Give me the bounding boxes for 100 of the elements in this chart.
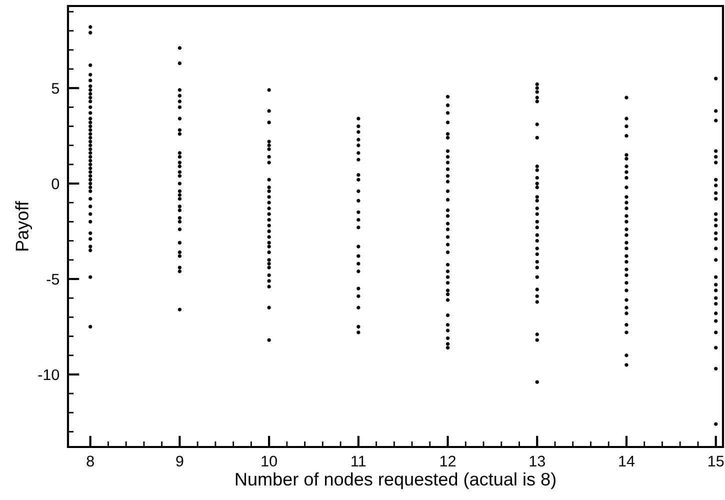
point [88, 178, 92, 182]
point [535, 226, 539, 230]
point [267, 218, 271, 222]
point [88, 72, 92, 77]
point [714, 282, 718, 287]
x-tick-label: 15 [708, 456, 724, 467]
point [535, 100, 539, 104]
point [624, 170, 628, 174]
point [178, 164, 182, 168]
point [267, 178, 271, 182]
point [446, 136, 450, 140]
point [178, 46, 182, 50]
point [624, 268, 628, 272]
point [714, 76, 718, 80]
point [267, 88, 271, 92]
point [88, 140, 92, 144]
point [267, 229, 271, 234]
point [88, 100, 92, 104]
point [446, 250, 450, 254]
point [446, 167, 450, 172]
point [714, 275, 718, 279]
point [535, 136, 539, 140]
point [88, 212, 92, 216]
point [267, 258, 271, 262]
point [178, 196, 182, 201]
point [446, 103, 450, 108]
x-tick-label: 14 [619, 456, 635, 466]
point [446, 111, 450, 115]
point [535, 212, 539, 216]
point [88, 275, 92, 279]
point [624, 228, 628, 232]
point [446, 208, 450, 212]
point [624, 124, 628, 128]
point [88, 162, 92, 166]
point [178, 240, 182, 245]
point [714, 231, 718, 236]
point [88, 186, 92, 190]
point [267, 140, 271, 144]
point [446, 322, 450, 327]
point [624, 298, 628, 302]
point [88, 196, 92, 201]
point [178, 270, 182, 274]
point [88, 147, 92, 152]
point [178, 308, 182, 312]
point [356, 244, 360, 248]
point [178, 116, 182, 120]
point [446, 120, 450, 124]
point [88, 204, 92, 208]
point [267, 250, 271, 254]
point [446, 242, 450, 246]
point [178, 88, 182, 92]
point [88, 84, 92, 88]
point [624, 200, 628, 204]
point [267, 144, 271, 148]
point [88, 136, 92, 140]
point [356, 144, 360, 148]
point [88, 25, 92, 29]
point [446, 189, 450, 194]
point [535, 206, 539, 210]
point [356, 286, 360, 290]
point [356, 330, 360, 334]
point [714, 366, 718, 371]
point [624, 195, 628, 199]
point [178, 132, 182, 136]
x-tick-label: 11 [352, 456, 366, 466]
point [356, 138, 360, 142]
point [178, 105, 182, 110]
point [446, 160, 450, 164]
point [88, 324, 92, 329]
point [178, 160, 182, 164]
point [267, 284, 271, 288]
point [535, 246, 539, 250]
point [267, 262, 271, 266]
point [178, 204, 182, 208]
point [88, 144, 92, 148]
point [178, 228, 182, 232]
point [535, 260, 539, 264]
point [535, 86, 539, 90]
point [356, 178, 360, 182]
point [714, 212, 718, 216]
y-axis-title: Payoff [15, 201, 32, 250]
x-tick-label: 13 [530, 456, 545, 467]
point [624, 96, 628, 100]
point [714, 330, 718, 334]
point [624, 322, 628, 327]
point [88, 96, 92, 100]
point [446, 235, 450, 239]
point [178, 174, 182, 178]
point [88, 120, 92, 124]
point [267, 206, 271, 210]
point [535, 275, 539, 279]
point [88, 170, 92, 174]
point [178, 128, 182, 132]
point [88, 220, 92, 224]
point [446, 280, 450, 285]
point [535, 90, 539, 94]
point [535, 82, 539, 86]
point [714, 319, 718, 323]
point [267, 244, 271, 248]
point [714, 296, 718, 300]
